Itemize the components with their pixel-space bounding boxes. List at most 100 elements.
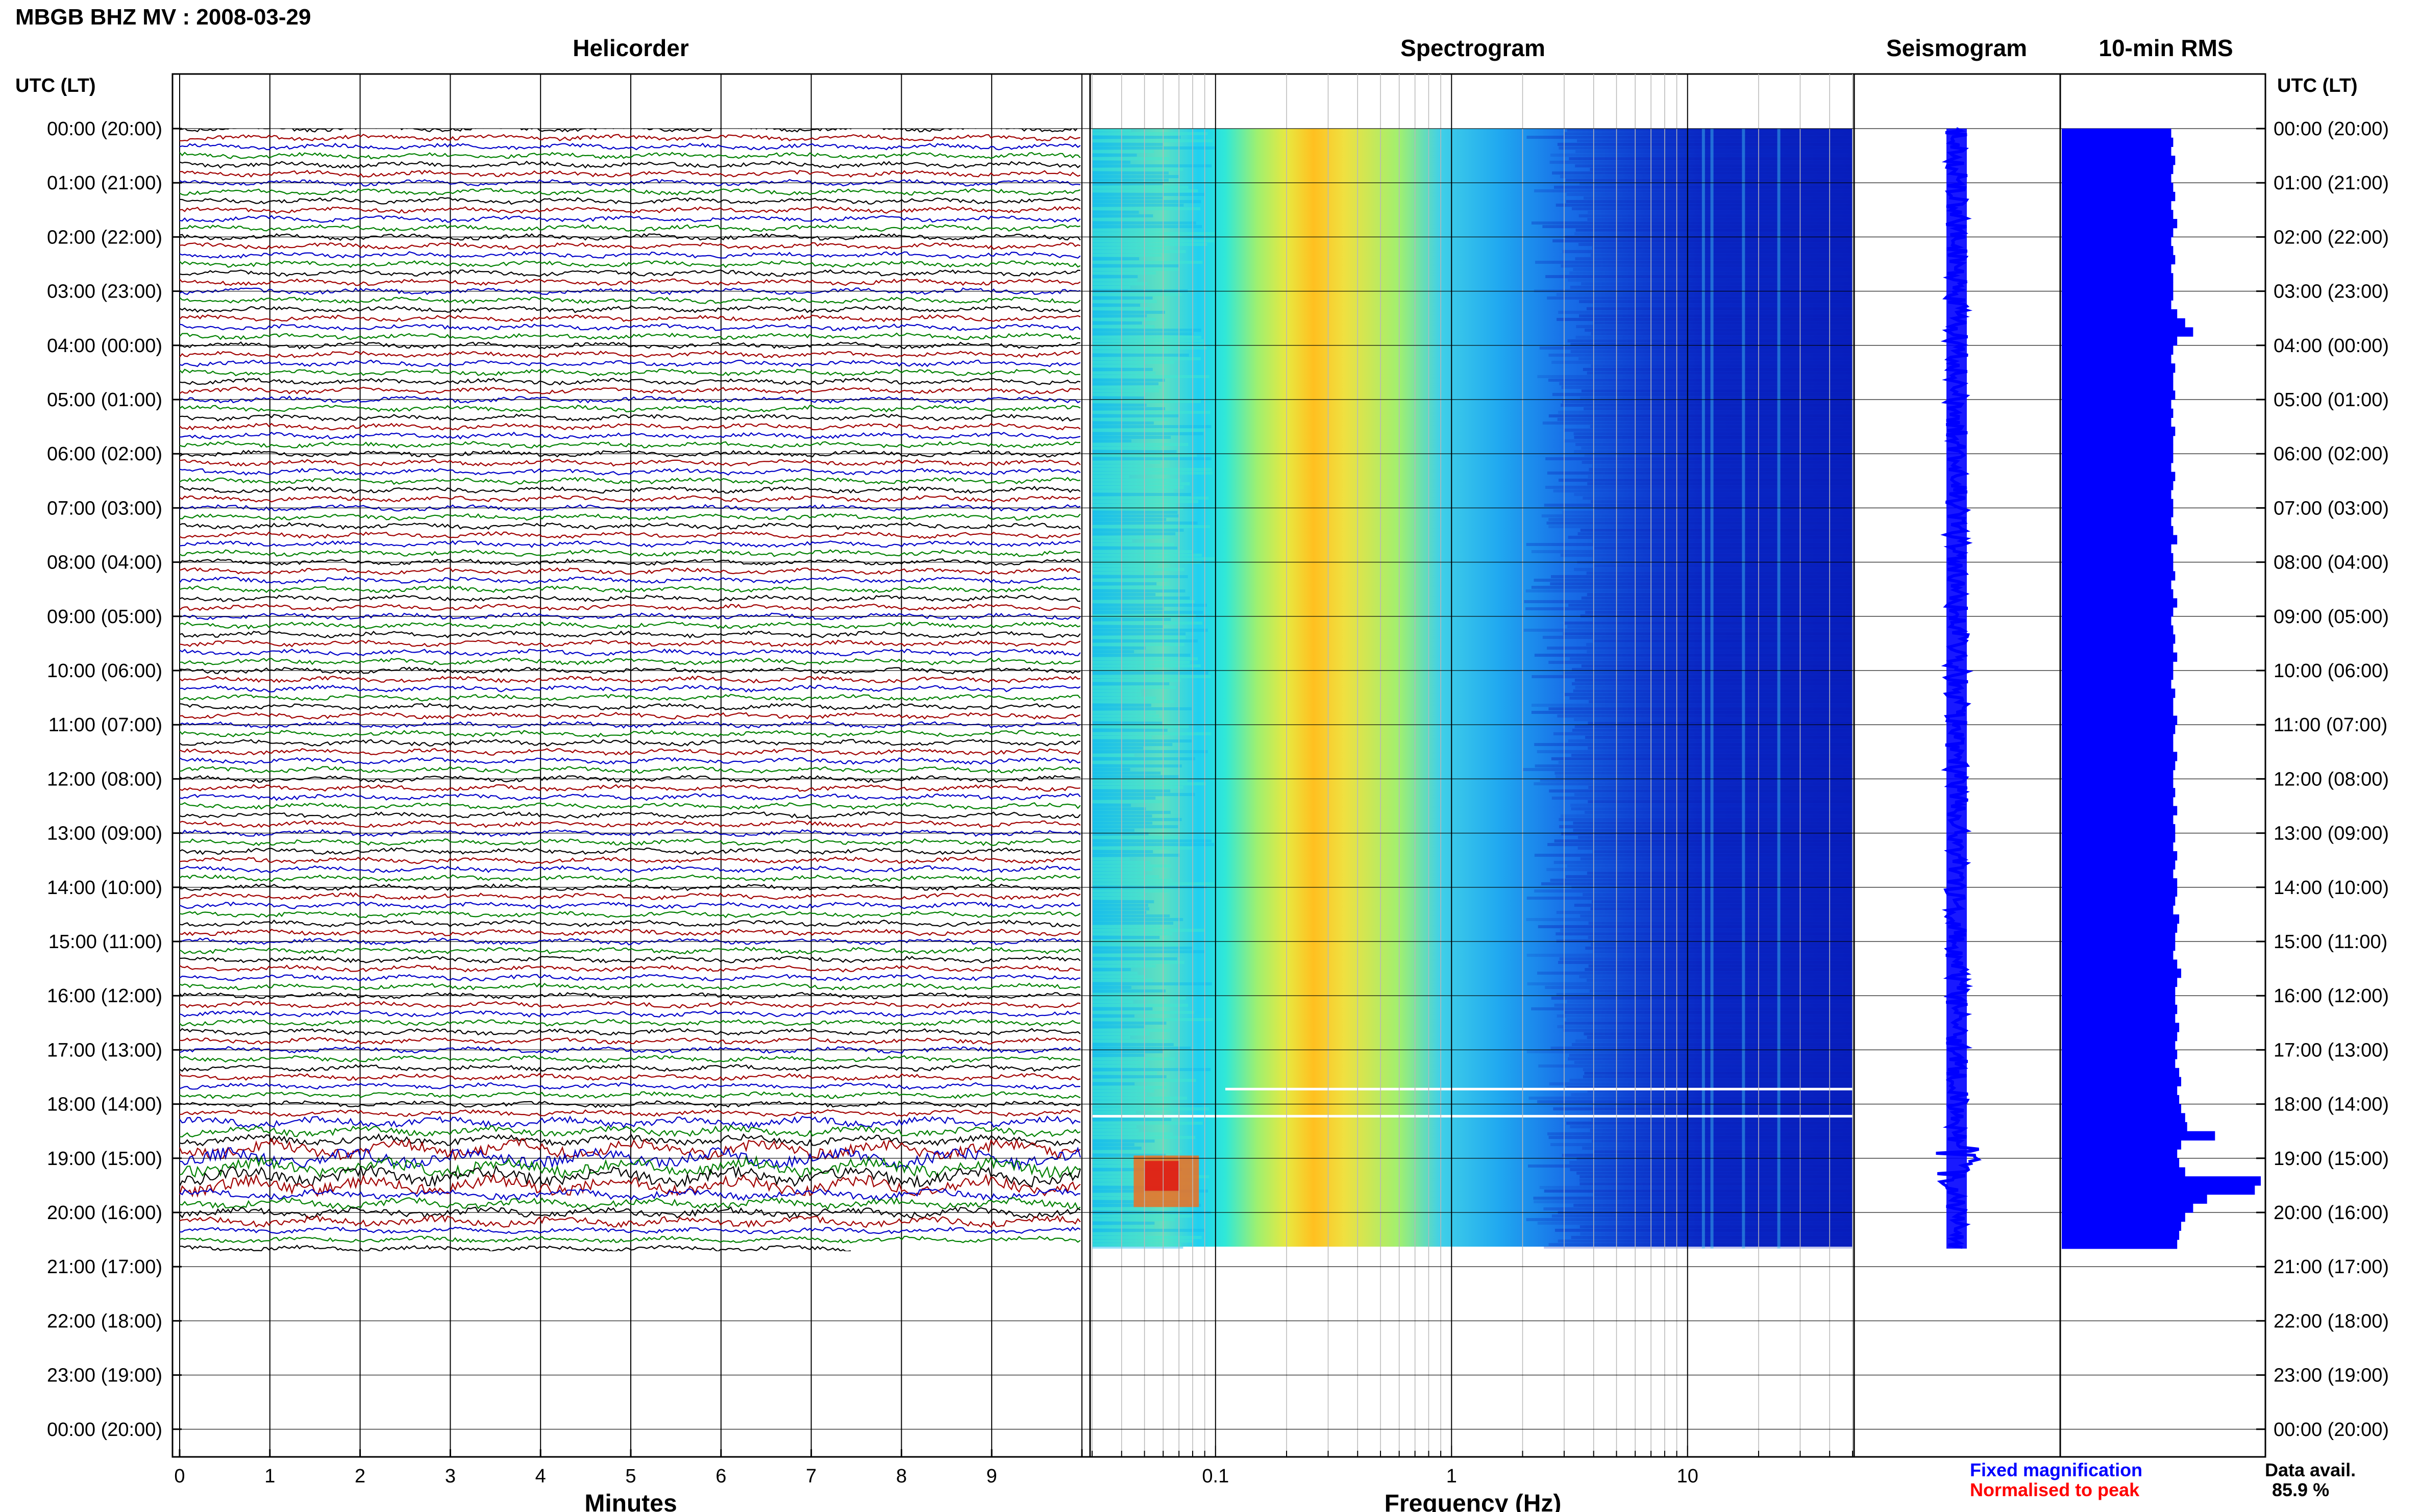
rms-bar xyxy=(2062,698,2174,707)
rms-bar xyxy=(2062,671,2174,680)
rms-bar xyxy=(2062,264,2171,274)
spectrogram-gridlines xyxy=(1092,74,1853,1457)
frequency-tick-label: 10 xyxy=(1677,1466,1698,1487)
rms-bar xyxy=(2062,427,2176,436)
rms-bar xyxy=(2062,1194,2207,1204)
rms-bar xyxy=(2062,390,2176,400)
rms-bar xyxy=(2062,201,2171,210)
rms-bar xyxy=(2062,941,2176,951)
time-label-right: 04:00 (00:00) xyxy=(2274,335,2389,357)
rms-bar xyxy=(2062,571,2176,581)
spectrogram-title: Spectrogram xyxy=(1400,35,1545,61)
rms-bar xyxy=(2062,688,2176,698)
minute-tick-label: 5 xyxy=(625,1466,636,1487)
data-availability-label: Data avail. xyxy=(2265,1459,2356,1480)
rms-bar xyxy=(2062,535,2178,544)
rms-bar xyxy=(2062,309,2178,319)
rms-bar xyxy=(2062,1104,2181,1113)
time-label-left: 03:00 (23:00) xyxy=(47,281,162,303)
rms-bar xyxy=(2062,742,2174,752)
legend-normalised-to-peak: Normalised to peak xyxy=(1970,1479,2140,1500)
rms-bar xyxy=(2062,806,2178,815)
station-title: MBGB BHZ MV : 2008-03-29 xyxy=(15,5,311,30)
rms-bar xyxy=(2062,779,2174,788)
rms-bar xyxy=(2062,977,2178,987)
rms-bar xyxy=(2062,833,2176,842)
rms-bar xyxy=(2062,706,2174,716)
rms-bar xyxy=(2062,607,2174,617)
rms-bar xyxy=(2062,1050,2178,1059)
time-label-right: 23:00 (19:00) xyxy=(2274,1365,2389,1386)
time-label-right: 13:00 (09:00) xyxy=(2274,823,2389,845)
rms-bar xyxy=(2062,1004,2178,1014)
rms-bar xyxy=(2062,770,2174,779)
rms-bar xyxy=(2062,725,2176,734)
minute-tick-label: 6 xyxy=(715,1466,726,1487)
rms-bar xyxy=(2062,1122,2187,1132)
helicorder-gridlines xyxy=(179,74,1083,1457)
time-label-right: 07:00 (03:00) xyxy=(2274,498,2389,519)
rms-bar xyxy=(2062,1221,2181,1231)
time-axis-label-right: UTC (LT) xyxy=(2277,75,2358,96)
rms-bar xyxy=(2062,887,2178,897)
minute-tick-label: 0 xyxy=(174,1466,185,1487)
minute-tick-label: 3 xyxy=(445,1466,456,1487)
rms-bar xyxy=(2062,851,2178,861)
time-label-left: 19:00 (15:00) xyxy=(47,1148,162,1170)
minute-tick-label: 2 xyxy=(355,1466,365,1487)
rms-bar xyxy=(2062,327,2193,337)
minute-tick-label: 4 xyxy=(535,1466,546,1487)
time-label-right: 12:00 (08:00) xyxy=(2274,769,2389,790)
frequency-tick-labels: 0.1 1 10 xyxy=(1202,1466,1698,1487)
rms-bar xyxy=(2062,869,2174,879)
rms-bar xyxy=(2062,562,2174,572)
minute-tick-label: 9 xyxy=(986,1466,997,1487)
rms-bar xyxy=(2062,1230,2180,1240)
rms-bar xyxy=(2062,1013,2176,1023)
rms-bar xyxy=(2062,517,2171,527)
rms-bar xyxy=(2062,255,2176,265)
time-label-left: 10:00 (06:00) xyxy=(47,660,162,682)
rms-bar xyxy=(2062,1149,2178,1159)
time-label-left: 17:00 (13:00) xyxy=(47,1039,162,1061)
time-label-right: 16:00 (12:00) xyxy=(2274,985,2389,1007)
time-label-left: 04:00 (00:00) xyxy=(47,335,162,357)
rms-bar xyxy=(2062,905,2174,915)
rms-bar xyxy=(2062,354,2171,364)
rms-bar xyxy=(2062,896,2176,906)
rms-bar xyxy=(2062,1131,2215,1141)
time-label-left: 16:00 (12:00) xyxy=(47,985,162,1007)
time-label-left: 06:00 (02:00) xyxy=(47,443,162,465)
rms-bar xyxy=(2062,842,2174,852)
rms-bar xyxy=(2062,761,2176,771)
frequency-axis-label: Frequency (Hz) xyxy=(1385,1490,1562,1512)
time-label-left: 07:00 (03:00) xyxy=(47,498,162,519)
rms-bar xyxy=(2062,526,2174,536)
rms-bar xyxy=(2062,129,2171,138)
rms-bar xyxy=(2062,661,2174,671)
rms-bar xyxy=(2062,1077,2181,1086)
helicorder-title: Helicorder xyxy=(573,35,689,61)
rms-frame xyxy=(2059,73,2266,1458)
rms-bar xyxy=(2062,652,2178,662)
time-label-left: 11:00 (07:00) xyxy=(48,714,162,736)
rms-bar xyxy=(2062,173,2171,183)
minute-tick-label: 1 xyxy=(264,1466,275,1487)
spectrogram-image xyxy=(1092,129,1853,1251)
time-label-left: 00:00 (20:00) xyxy=(47,118,162,140)
time-label-right: 08:00 (04:00) xyxy=(2274,552,2389,574)
frequency-tick-label: 0.1 xyxy=(1202,1466,1229,1487)
time-label-right: 20:00 (16:00) xyxy=(2274,1202,2389,1224)
rms-bar xyxy=(2062,625,2174,635)
time-label-right: 10:00 (06:00) xyxy=(2274,660,2389,682)
time-label-right: 11:00 (07:00) xyxy=(2274,714,2387,736)
rms-bar xyxy=(2062,589,2174,599)
minutes-axis-label: Minutes xyxy=(584,1490,677,1512)
rms-bar xyxy=(2062,219,2178,229)
time-label-left: 22:00 (18:00) xyxy=(47,1310,162,1332)
rms-bar xyxy=(2062,715,2178,725)
rms-bar xyxy=(2062,336,2178,346)
rms-bar xyxy=(2062,598,2178,608)
time-label-right: 03:00 (23:00) xyxy=(2274,281,2389,303)
rms-bar xyxy=(2062,932,2176,942)
